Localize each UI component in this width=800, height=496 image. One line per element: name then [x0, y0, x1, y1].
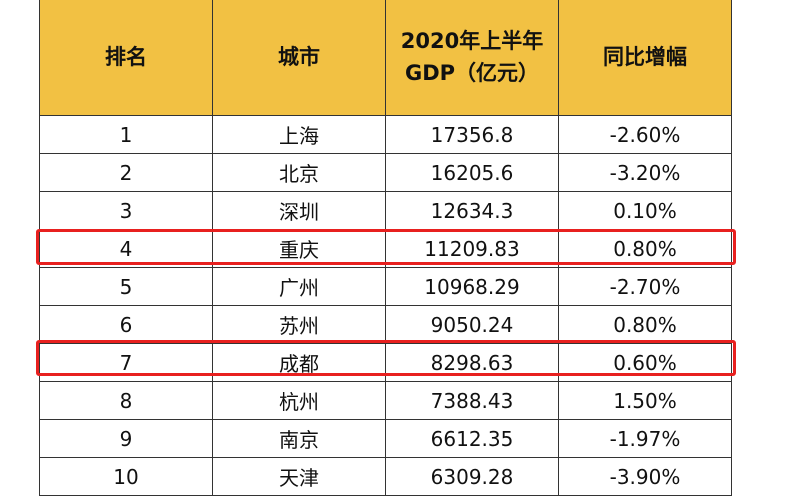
table-row: 2 北京 16205.6 -3.20%: [39, 153, 732, 192]
rank-cell: 9: [39, 419, 213, 458]
growth-cell: -3.90%: [558, 457, 732, 496]
gdp-cell: 11209.83: [385, 229, 559, 268]
table-row: 10 天津 6309.28 -3.90%: [39, 457, 732, 496]
growth-cell: 0.10%: [558, 191, 732, 230]
gdp-cell: 10968.29: [385, 267, 559, 306]
gdp-cell: 17356.8: [385, 115, 559, 154]
gdp-table: 排名 城市 2020年上半年GDP（亿元） 同比增幅 1 上海 17356.8 -2.…: [39, 0, 732, 496]
table-row: 6 苏州 9050.24 0.80%: [39, 305, 732, 344]
growth-cell: 0.80%: [558, 305, 732, 344]
growth-cell: -3.20%: [558, 153, 732, 192]
growth-cell: 0.80%: [558, 229, 732, 268]
gdp-cell: 16205.6: [385, 153, 559, 192]
gdp-cell: 8298.63: [385, 343, 559, 382]
header-city: 城市: [212, 0, 386, 116]
growth-cell: 1.50%: [558, 381, 732, 420]
rank-cell: 5: [39, 267, 213, 306]
rank-cell: 7: [39, 343, 213, 382]
header-growth: 同比增幅: [558, 0, 732, 116]
rank-cell: 1: [39, 115, 213, 154]
rank-cell: 10: [39, 457, 213, 496]
gdp-cell: 12634.3: [385, 191, 559, 230]
growth-cell: 0.60%: [558, 343, 732, 382]
city-cell: 杭州: [212, 381, 386, 420]
table-row: 3 深圳 12634.3 0.10%: [39, 191, 732, 230]
city-cell: 上海: [212, 115, 386, 154]
table-row: 8 杭州 7388.43 1.50%: [39, 381, 732, 420]
city-cell: 苏州: [212, 305, 386, 344]
city-cell: 广州: [212, 267, 386, 306]
gdp-cell: 7388.43: [385, 381, 559, 420]
header-rank: 排名: [39, 0, 213, 116]
rank-cell: 6: [39, 305, 213, 344]
growth-cell: -2.60%: [558, 115, 732, 154]
city-cell: 南京: [212, 419, 386, 458]
rank-cell: 8: [39, 381, 213, 420]
gdp-cell: 9050.24: [385, 305, 559, 344]
table-row: 9 南京 6612.35 -1.97%: [39, 419, 732, 458]
table-row: 7 成都 8298.63 0.60%: [39, 343, 732, 382]
city-cell: 重庆: [212, 229, 386, 268]
growth-cell: -1.97%: [558, 419, 732, 458]
city-cell: 天津: [212, 457, 386, 496]
table-row: 1 上海 17356.8 -2.60%: [39, 115, 732, 154]
gdp-cell: 6309.28: [385, 457, 559, 496]
growth-cell: -2.70%: [558, 267, 732, 306]
rank-cell: 4: [39, 229, 213, 268]
city-cell: 成都: [212, 343, 386, 382]
header-row: 排名 城市 2020年上半年GDP（亿元） 同比增幅: [39, 0, 732, 116]
table-row: 4 重庆 11209.83 0.80%: [39, 229, 732, 268]
rank-cell: 2: [39, 153, 213, 192]
city-cell: 北京: [212, 153, 386, 192]
rank-cell: 3: [39, 191, 213, 230]
gdp-cell: 6612.35: [385, 419, 559, 458]
table-row: 5 广州 10968.29 -2.70%: [39, 267, 732, 306]
header-gdp: 2020年上半年GDP（亿元）: [385, 0, 559, 116]
city-cell: 深圳: [212, 191, 386, 230]
